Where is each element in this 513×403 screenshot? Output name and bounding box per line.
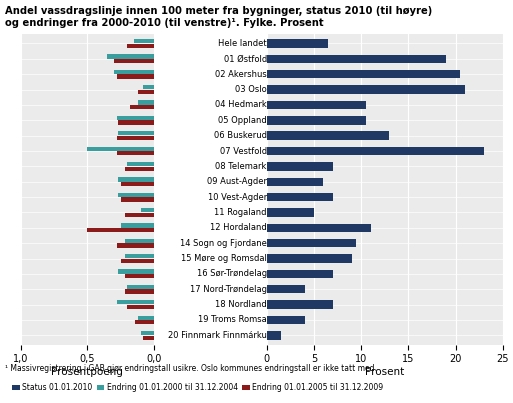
Bar	[118, 177, 154, 182]
Bar	[116, 116, 154, 120]
Bar	[135, 320, 154, 324]
Text: Andel vassdragslinje innen 100 meter fra bygninger, status 2010 (til høyre): Andel vassdragslinje innen 100 meter fra…	[5, 6, 432, 16]
Bar	[121, 182, 154, 186]
X-axis label: Prosent: Prosent	[365, 367, 404, 377]
Bar	[125, 254, 154, 258]
Text: og endringer fra 2000-2010 (til venstre)¹. Fylke. Prosent: og endringer fra 2000-2010 (til venstre)…	[5, 18, 324, 28]
Bar	[267, 208, 314, 217]
Bar	[267, 285, 305, 293]
Bar	[143, 85, 154, 89]
Bar	[267, 300, 333, 309]
Text: 15 Møre og Romsdal: 15 Møre og Romsdal	[181, 254, 267, 263]
X-axis label: Prosentpoeng: Prosentpoeng	[51, 367, 123, 377]
Bar	[130, 105, 154, 109]
Bar	[116, 151, 154, 156]
Bar	[267, 270, 333, 278]
Bar	[138, 100, 154, 105]
Bar	[267, 101, 366, 109]
Bar	[134, 39, 154, 43]
Bar	[267, 70, 460, 79]
Text: 10 Vest-Agder: 10 Vest-Agder	[208, 193, 267, 202]
Text: 12 Hordaland: 12 Hordaland	[210, 223, 267, 232]
Text: 18 Nordland: 18 Nordland	[215, 300, 267, 309]
Text: 04 Hedmark: 04 Hedmark	[215, 100, 267, 110]
Bar	[116, 74, 154, 79]
Text: Hele landet: Hele landet	[218, 39, 267, 48]
Bar	[125, 166, 154, 171]
Bar	[138, 90, 154, 94]
Bar	[87, 147, 154, 151]
Text: 06 Buskerud: 06 Buskerud	[214, 131, 267, 140]
Bar	[125, 239, 154, 243]
Bar	[267, 147, 484, 155]
Bar	[267, 331, 281, 340]
Bar	[121, 197, 154, 202]
Bar	[114, 59, 154, 63]
Bar	[116, 243, 154, 247]
Legend: Status 01.01.2010, Endring 01.01.2000 til 31.12.2004, Endring 01.01.2005 til 31.: Status 01.01.2010, Endring 01.01.2000 ti…	[9, 380, 386, 395]
Bar	[267, 39, 328, 48]
Text: 02 Akershus: 02 Akershus	[215, 70, 267, 79]
Bar	[267, 116, 366, 125]
Text: ¹ Massivregistrering i GAB gjør endringstall usikre. Oslo kommunes endringstall : ¹ Massivregistrering i GAB gjør endrings…	[5, 364, 377, 373]
Text: 11 Rogaland: 11 Rogaland	[214, 208, 267, 217]
Bar	[138, 316, 154, 320]
Text: 05 Oppland: 05 Oppland	[218, 116, 267, 125]
Bar	[118, 193, 154, 197]
Bar	[267, 85, 465, 94]
Bar	[118, 120, 154, 125]
Text: 03 Oslo: 03 Oslo	[235, 85, 267, 94]
Bar	[114, 70, 154, 74]
Bar	[125, 213, 154, 217]
Bar	[267, 177, 323, 186]
Bar	[267, 55, 446, 63]
Bar	[127, 44, 154, 48]
Bar	[267, 193, 333, 202]
Bar	[118, 131, 154, 135]
Bar	[127, 285, 154, 289]
Text: 08 Telemark: 08 Telemark	[215, 162, 267, 171]
Bar	[267, 131, 389, 140]
Bar	[118, 270, 154, 274]
Text: 17 Nord-Trøndelag: 17 Nord-Trøndelag	[190, 285, 267, 294]
Bar	[141, 208, 154, 212]
Bar	[125, 274, 154, 278]
Bar	[125, 289, 154, 294]
Bar	[116, 136, 154, 140]
Text: 14 Sogn og Fjordane: 14 Sogn og Fjordane	[180, 239, 267, 248]
Bar	[116, 300, 154, 305]
Bar	[267, 162, 333, 170]
Bar	[107, 54, 154, 59]
Bar	[267, 224, 370, 232]
Bar	[127, 162, 154, 166]
Bar	[121, 223, 154, 228]
Text: 16 Sør-Trøndelag: 16 Sør-Trøndelag	[196, 269, 267, 278]
Text: 07 Vestfold: 07 Vestfold	[220, 147, 267, 156]
Text: 19 Troms Romsa: 19 Troms Romsa	[198, 316, 267, 324]
Bar	[141, 331, 154, 335]
Bar	[143, 336, 154, 340]
Text: 20 Finnmark Finnmárku: 20 Finnmark Finnmárku	[168, 331, 267, 340]
Bar	[267, 254, 352, 263]
Bar	[121, 259, 154, 263]
Bar	[267, 239, 357, 247]
Text: 01 Østfold: 01 Østfold	[224, 54, 267, 63]
Bar	[87, 228, 154, 232]
Text: 09 Aust-Agder: 09 Aust-Agder	[207, 177, 267, 186]
Bar	[127, 305, 154, 309]
Bar	[267, 316, 305, 324]
